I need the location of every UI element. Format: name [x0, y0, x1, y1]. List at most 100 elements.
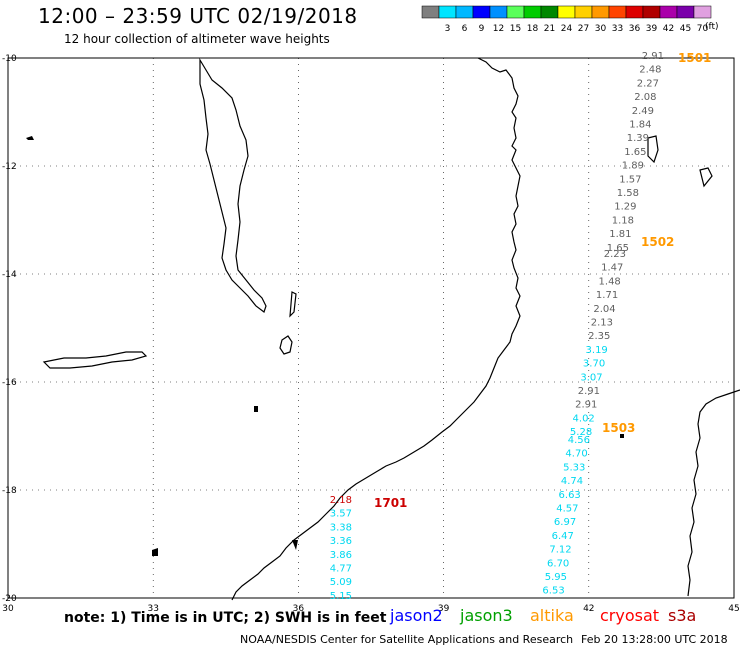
legend-label: 27	[578, 24, 589, 34]
western-lake-outline	[42, 351, 148, 369]
wave-height-value: 4.02	[573, 413, 595, 424]
legend-swatch	[659, 5, 678, 19]
satellite-name: jason3	[460, 606, 513, 625]
wave-height-value: 2.91	[575, 400, 597, 411]
wave-height-value: 2.18	[330, 495, 352, 506]
map-frame	[7, 57, 735, 599]
wave-height-value: 1.65	[624, 147, 646, 158]
wave-height-value: 1.57	[619, 174, 641, 185]
lon-tick-label: 45	[728, 604, 739, 614]
legend-label: 18	[527, 24, 539, 34]
legend-swatch	[506, 5, 525, 19]
color-legend: 3 6 9 12 15 18 21 24 27 30 33 36 39 42 45 70	[421, 5, 712, 34]
legend-swatch	[421, 5, 440, 19]
wave-height-value: 2.48	[639, 65, 661, 76]
legend-label: 33	[612, 24, 623, 34]
wave-height-value: 1.71	[596, 290, 618, 301]
satellite-name: altika	[530, 606, 574, 625]
legend-swatch	[693, 5, 712, 19]
legend-swatch	[574, 5, 593, 19]
lon-tick-label: 42	[583, 604, 594, 614]
islet	[26, 136, 34, 140]
legend-label: 39	[646, 24, 658, 34]
legend-label: 21	[544, 24, 555, 34]
legend-label: 42	[663, 24, 674, 34]
wave-height-value: 3.19	[586, 345, 608, 356]
legend-label: 6	[462, 24, 468, 34]
legend-swatch	[625, 5, 644, 19]
wave-height-value: 4.77	[330, 564, 352, 575]
wave-height-value: 2.27	[637, 78, 659, 89]
wave-height-value: 1.58	[617, 188, 639, 199]
wave-height-value: 3.38	[330, 522, 352, 533]
legend-swatch	[455, 5, 474, 19]
wave-height-value: 1.84	[629, 120, 651, 131]
map-subtitle: 12 hour collection of altimeter wave hei…	[64, 32, 330, 46]
legend-swatch	[489, 5, 508, 19]
lat-tick-label: -14	[2, 270, 17, 280]
comoros-island	[647, 135, 659, 164]
legend-swatch	[523, 5, 542, 19]
legend-label: 3	[445, 24, 451, 34]
wave-height-value: 2.35	[588, 331, 610, 342]
wave-height-value: 5.15	[330, 591, 352, 602]
legend-label: 70	[697, 24, 709, 34]
islet	[152, 548, 158, 556]
wave-height-value: 4.57	[556, 504, 578, 515]
wave-height-value: 1.65	[607, 243, 629, 254]
legend-label: 15	[510, 24, 521, 34]
wave-height-value: 3.70	[583, 359, 605, 370]
legend-swatch	[608, 5, 627, 19]
legend-label: 9	[479, 24, 485, 34]
wave-height-value: 4.70	[565, 449, 587, 460]
satellite-name: cryosat	[600, 606, 660, 625]
islet	[292, 540, 298, 550]
wave-height-value: 3.57	[330, 509, 352, 520]
madagascar-coastline	[687, 389, 740, 597]
wave-height-value: 2.91	[642, 51, 664, 62]
wave-height-value: 5.28	[570, 427, 592, 438]
pass-label: 1501	[678, 51, 711, 65]
mainland-coastline	[231, 57, 521, 601]
legend-label: 24	[561, 24, 573, 34]
lake-malawi-outline	[199, 57, 267, 313]
legend-swatch	[472, 5, 491, 19]
wave-height-value: 2.49	[632, 106, 654, 117]
satellite-name: s3a	[668, 606, 697, 625]
wave-height-value: 5.95	[545, 572, 567, 583]
islet	[620, 434, 624, 438]
credit-line: NOAA/NESDIS Center for Satellite Applica…	[240, 633, 574, 646]
wave-height-value: 3.07	[580, 372, 602, 383]
wave-height-value: 2.08	[634, 92, 656, 103]
legend-swatch	[438, 5, 457, 19]
units-note: note: 1) Time is in UTC; 2) SWH is in fe…	[64, 610, 387, 626]
pass-label: 1502	[641, 235, 674, 249]
wave-height-value: 2.13	[591, 318, 613, 329]
islet	[254, 406, 258, 412]
legend-swatch	[676, 5, 695, 19]
wave-height-value: 6.70	[547, 558, 569, 569]
wave-height-value: 1.81	[609, 229, 631, 240]
wave-height-value: 1.29	[614, 202, 636, 213]
wave-height-value: 7.12	[549, 545, 571, 556]
pass-label: 1701	[374, 496, 407, 510]
wave-height-value: 6.63	[559, 490, 581, 501]
satellite-name: jason2	[390, 606, 443, 625]
lon-tick-label: 30	[2, 604, 14, 614]
lat-tick-label: -12	[2, 162, 17, 172]
legend-label: 36	[629, 24, 641, 34]
wave-height-value: 1.47	[601, 263, 623, 274]
small-lake	[289, 291, 297, 318]
wave-height-value: 1.39	[627, 133, 649, 144]
coastline	[26, 57, 740, 601]
lon-tick-label: 39	[438, 604, 450, 614]
wave-height-value: 2.04	[593, 304, 615, 315]
lon-tick-label: 36	[293, 604, 305, 614]
lat-tick-label: -16	[2, 378, 17, 388]
wave-height-value: 1.89	[622, 161, 644, 172]
wave-height-value: 6.53	[542, 586, 564, 597]
legend-swatch	[557, 5, 576, 19]
wave-height-value: 5.33	[563, 462, 585, 473]
